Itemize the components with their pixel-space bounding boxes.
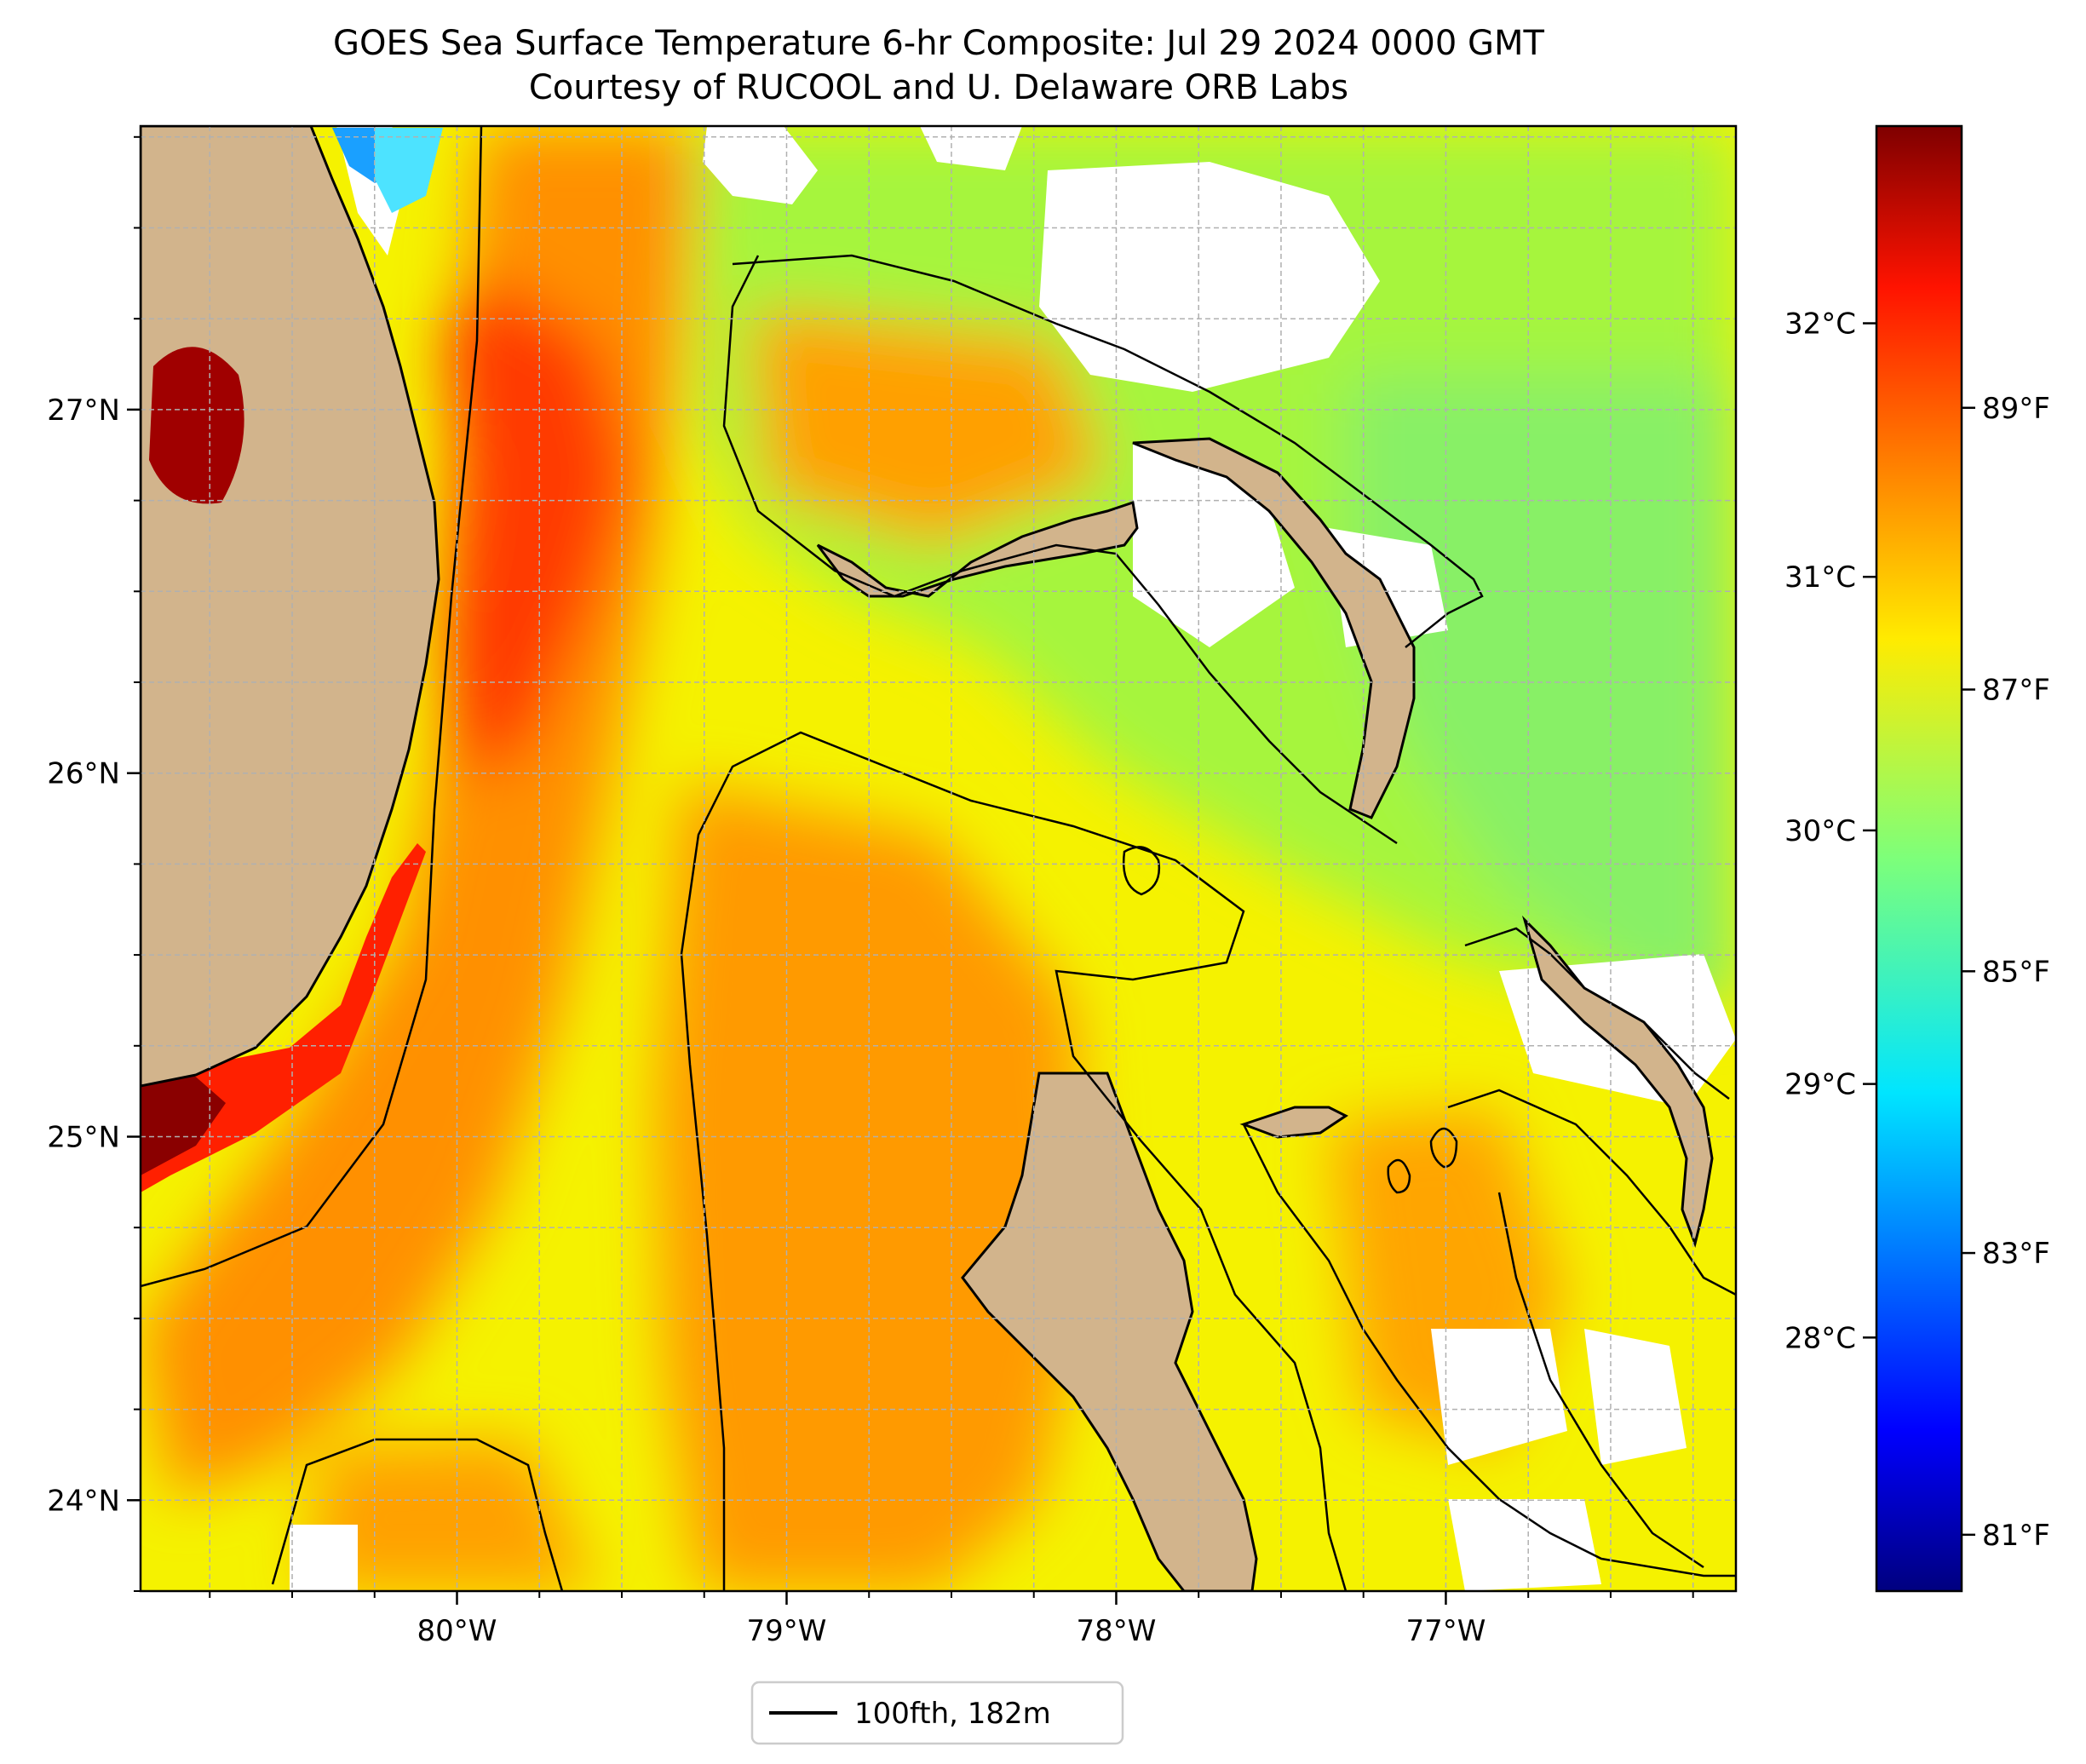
celsius-tick-label: 28°C (1784, 1321, 1856, 1355)
map-frame (139, 124, 1738, 1593)
sst-florida-bay-hot (141, 1073, 226, 1175)
sst-cool-north-coast-edge (375, 128, 443, 213)
sst-orange-southwest (307, 1439, 596, 1591)
celsius-tick-label: 32°C (1784, 307, 1856, 342)
land-abaco (1132, 437, 1416, 819)
legend-label: 100fth, 182m (854, 1697, 1051, 1731)
fahrenheit-tick-label: 87°F (1982, 674, 2050, 708)
lon-tick-label: 78°W (1077, 1614, 1157, 1648)
figure-subtitle: Courtesy of RUCOOL and U. Delaware ORB L… (529, 68, 1348, 107)
legend: 100fth, 182m (750, 1681, 1124, 1745)
latitude-axis: 27°N 26°N 25°N 24°N (47, 135, 141, 1592)
lon-tick-label: 79°W (747, 1614, 827, 1648)
sst-map (141, 126, 1736, 1591)
lat-tick-label: 25°N (47, 1121, 120, 1155)
colorbar-fahrenheit-ticks: 89°F 87°F 85°F 83°F 81°F (1962, 392, 2050, 1553)
colorbar-celsius-ticks: 32°C 31°C 30°C 29°C 28°C (1784, 307, 1876, 1355)
lat-tick-label: 26°N (47, 757, 120, 791)
lon-tick-label: 80°W (417, 1614, 497, 1648)
sst-orange-south (656, 784, 1090, 1591)
land-andros (961, 1072, 1258, 1591)
map-gridlines (141, 126, 1736, 1591)
celsius-tick-label: 31°C (1784, 560, 1856, 595)
lon-tick-label: 77°W (1406, 1614, 1486, 1648)
celsius-tick-label: 29°C (1784, 1068, 1856, 1102)
figure-title: GOES Sea Surface Temperature 6-hr Compos… (333, 24, 1544, 63)
fahrenheit-tick-label: 83°F (1982, 1237, 2050, 1271)
fahrenheit-tick-label: 89°F (1982, 392, 2050, 426)
longitude-axis: 80°W 79°W 78°W 77°W (209, 1591, 1694, 1648)
sst-cooler-east (1346, 375, 1736, 1005)
fahrenheit-tick-label: 85°F (1982, 955, 2050, 989)
land-florida-lake (149, 347, 244, 504)
sst-gulfstream-red (443, 273, 630, 784)
legend-box (750, 1681, 1124, 1745)
fahrenheit-tick-label: 81°F (1982, 1519, 2050, 1553)
lat-tick-label: 24°N (47, 1484, 120, 1518)
colorbar-scale (1875, 124, 1963, 1593)
colorbar: 32°C 31°C 30°C 29°C 28°C 89°F 87°F 85°F 83°F 81°… (1784, 124, 2050, 1593)
depth-contours-100fth (141, 126, 1736, 1591)
sst-orange-north (750, 307, 1107, 545)
lat-tick-label: 27°N (47, 394, 120, 428)
celsius-tick-label: 30°C (1784, 814, 1856, 848)
